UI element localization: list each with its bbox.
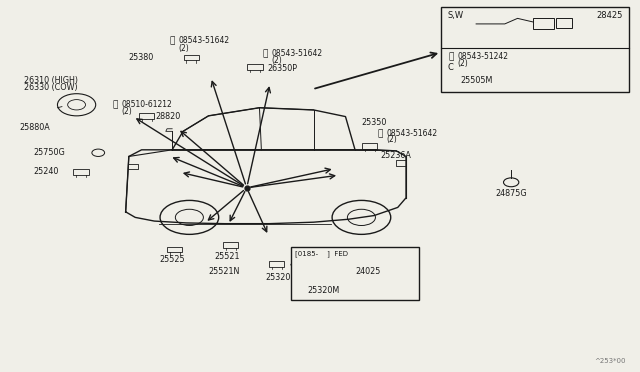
Text: 25525: 25525 xyxy=(159,254,185,264)
Text: 08543-51642: 08543-51642 xyxy=(179,36,230,45)
Text: 26350P: 26350P xyxy=(268,64,298,73)
Text: Ⓢ: Ⓢ xyxy=(449,52,454,61)
Text: 25505M: 25505M xyxy=(460,76,493,85)
Text: (2): (2) xyxy=(458,59,468,68)
Text: 28820: 28820 xyxy=(156,112,181,121)
Bar xyxy=(223,242,239,248)
Text: 25320M: 25320M xyxy=(307,286,339,295)
Bar xyxy=(74,169,89,175)
Text: 25380: 25380 xyxy=(129,53,154,62)
Text: Ⓢ: Ⓢ xyxy=(262,49,268,58)
Text: 25240: 25240 xyxy=(33,167,59,176)
Bar xyxy=(551,77,566,83)
Text: 25236A: 25236A xyxy=(381,151,412,160)
Text: [0185-    ]  FED: [0185- ] FED xyxy=(295,251,348,257)
Bar xyxy=(269,261,284,267)
Text: S,W: S,W xyxy=(447,12,463,20)
Text: (2): (2) xyxy=(387,135,397,144)
Bar xyxy=(556,18,572,28)
Text: 25880A: 25880A xyxy=(19,123,50,132)
Text: (2): (2) xyxy=(179,44,189,53)
Text: 25750G: 25750G xyxy=(33,148,65,157)
Text: 25521N: 25521N xyxy=(209,267,240,276)
Bar xyxy=(291,247,419,301)
Bar xyxy=(139,113,154,119)
Text: Ⓢ: Ⓢ xyxy=(378,129,383,138)
Bar xyxy=(534,18,554,29)
Bar xyxy=(362,143,378,149)
Text: 08543-51642: 08543-51642 xyxy=(271,49,323,58)
Bar xyxy=(184,55,199,61)
Text: 25350: 25350 xyxy=(362,118,387,127)
Text: 24875G: 24875G xyxy=(495,189,527,198)
Text: (2): (2) xyxy=(122,106,132,116)
Bar xyxy=(247,64,262,70)
Text: 25521: 25521 xyxy=(215,252,241,262)
Text: C: C xyxy=(447,63,453,72)
Text: Ⓢ: Ⓢ xyxy=(113,100,118,109)
Bar xyxy=(441,7,629,92)
Text: (2): (2) xyxy=(271,56,282,65)
Text: 26330 (COW): 26330 (COW) xyxy=(24,83,77,92)
Bar xyxy=(338,272,353,278)
Text: ^253*00: ^253*00 xyxy=(595,358,626,364)
Text: Ⓢ: Ⓢ xyxy=(170,36,175,45)
Text: 08510-61212: 08510-61212 xyxy=(122,100,173,109)
Bar xyxy=(167,247,182,253)
Text: 08543-51242: 08543-51242 xyxy=(458,52,509,61)
Text: 28425: 28425 xyxy=(596,12,623,20)
Text: 26310 (HIGH): 26310 (HIGH) xyxy=(24,76,77,85)
Text: 25320: 25320 xyxy=(265,273,291,282)
Text: 24025: 24025 xyxy=(355,266,380,276)
Bar xyxy=(308,275,323,281)
Text: 08543-51642: 08543-51642 xyxy=(387,129,437,138)
